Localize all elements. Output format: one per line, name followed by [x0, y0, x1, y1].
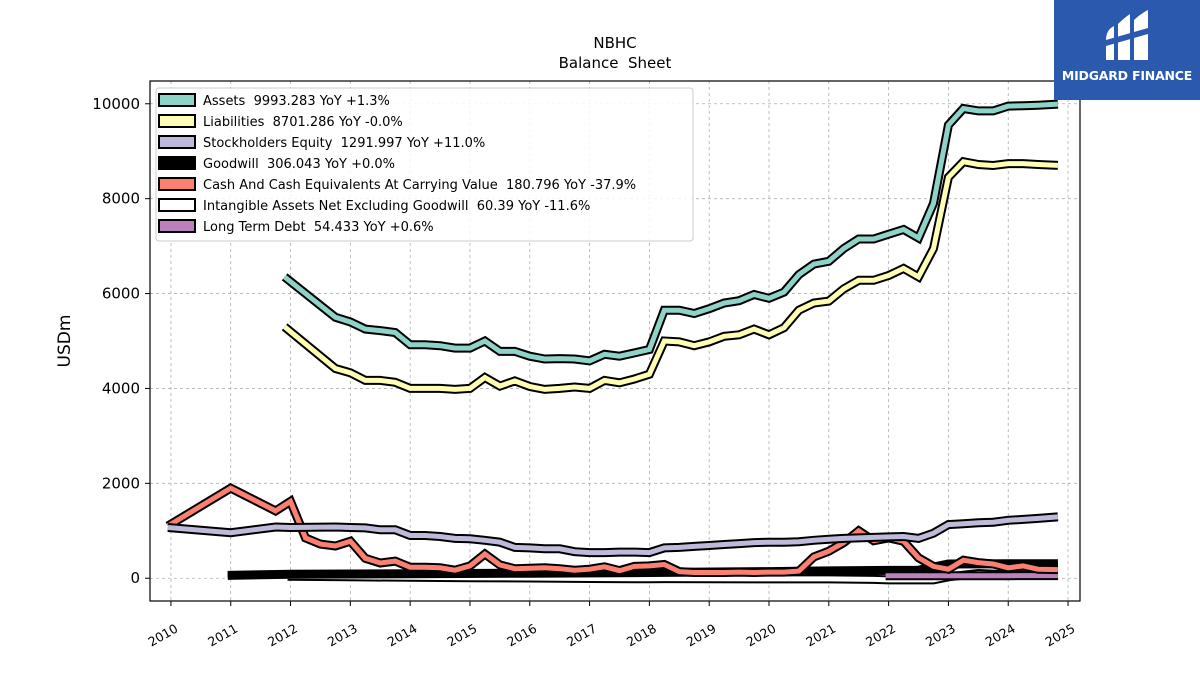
series-line-assets: [283, 101, 1059, 364]
chart-subtitle: Balance Sheet: [559, 54, 672, 72]
legend-swatch: [158, 219, 196, 233]
x-tick-label: 2023: [923, 621, 958, 650]
series-line-cash-and-cash-equivalents-at-carrying-value: [166, 485, 1058, 576]
x-tick-label: 2017: [564, 621, 599, 650]
x-tick-label: 2025: [1042, 621, 1077, 650]
legend-label: Intangible Assets Net Excluding Goodwill…: [203, 199, 590, 214]
x-tick-label: 2010: [145, 621, 180, 650]
brand-name: MIDGARD FINANCE: [1061, 68, 1193, 83]
legend-swatch: [158, 93, 196, 107]
legend-swatch: [158, 198, 196, 212]
x-tick-label: 2019: [684, 621, 719, 650]
x-tick-label: 2014: [385, 621, 420, 650]
legend-swatch: [158, 114, 196, 128]
x-tick-label: 2022: [863, 621, 898, 650]
legend-swatch: [158, 177, 196, 191]
x-tick-label: 2015: [444, 621, 479, 650]
legend-label: Assets 9993.283 YoY +1.3%: [203, 94, 390, 109]
series-line-liabilities: [283, 158, 1059, 392]
y-tick-label: 6000: [102, 285, 140, 303]
legend-label: Liabilities 8701.286 YoY -0.0%: [203, 115, 403, 130]
brand-mark-icon: [1106, 10, 1148, 60]
series-layer: [165, 99, 1059, 585]
x-tick-label: 2020: [743, 621, 778, 650]
series-line-stockholders-equity: [167, 514, 1059, 556]
x-tick-label: 2024: [983, 621, 1018, 650]
legend: Assets 9993.283 YoY +1.3% Liabilities 870…: [155, 87, 694, 242]
y-axis-label: USDm: [55, 315, 75, 368]
x-tick-label: 2013: [325, 621, 360, 650]
x-tick-label: 2011: [205, 621, 240, 650]
legend-label: Stockholders Equity 1291.997 YoY +11.0%: [203, 136, 485, 151]
brand-logo: MIDGARD FINANCE: [1054, 0, 1200, 100]
legend-label: Cash And Cash Equivalents At Carrying Va…: [203, 178, 636, 193]
x-tick-label: 2012: [265, 621, 300, 650]
legend-swatch: [158, 135, 196, 149]
legend-swatch: [158, 156, 196, 170]
y-tick-label: 0: [130, 569, 140, 587]
plot-frame: [149, 80, 1081, 602]
y-tick-label: 4000: [102, 379, 140, 397]
x-tick-label: 2016: [504, 621, 539, 650]
y-tick-label: 2000: [102, 474, 140, 492]
y-tick-label: 8000: [102, 190, 140, 208]
legend-label: Long Term Debt 54.433 YoY +0.6%: [203, 220, 434, 235]
y-tick-label: 10000: [92, 95, 140, 113]
legend-label: Goodwill 306.043 YoY +0.0%: [203, 157, 395, 172]
x-tick-label: 2021: [803, 621, 838, 650]
chart-title: NBHC: [593, 34, 636, 52]
legend-box: [155, 87, 694, 242]
x-tick-label: 2018: [624, 621, 659, 650]
